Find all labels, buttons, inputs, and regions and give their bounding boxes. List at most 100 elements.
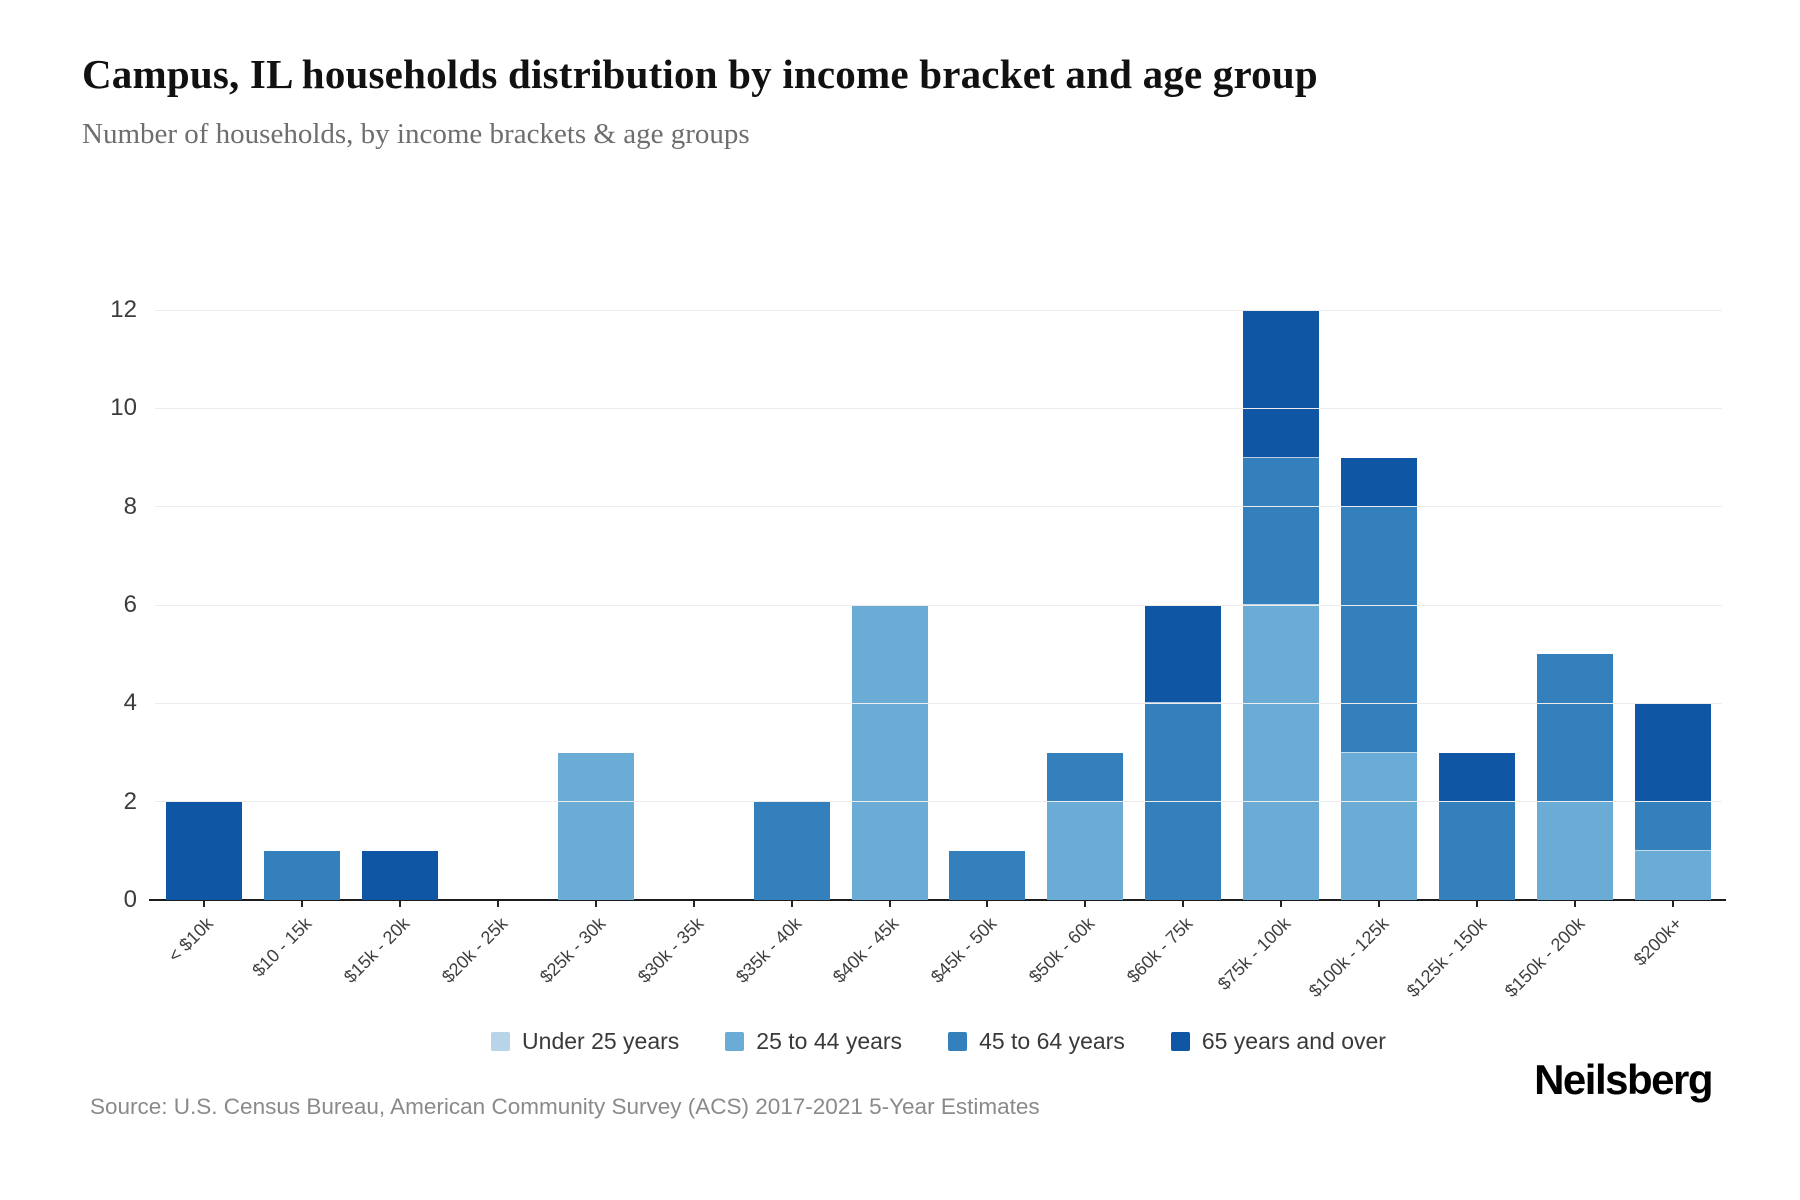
stacked-bar[interactable] [361,850,438,900]
x-axis-tick [1084,900,1087,907]
legend-item[interactable]: Under 25 years [491,1028,679,1055]
x-axis-tick [888,900,891,907]
x-axis-label: $125k - 150k [1402,913,1491,1002]
stacked-bar[interactable] [949,850,1026,900]
bar-segment[interactable] [1537,801,1614,900]
bar-slot: $100k - 125k [1305,310,1428,1001]
x-axis-tick [1182,900,1185,907]
x-axis-label: $50k - 60k [1025,913,1099,987]
bar-segment[interactable] [753,801,830,900]
legend-swatch-icon [948,1032,968,1051]
x-axis-tick [1476,900,1479,907]
x-axis-tick [986,900,989,907]
x-axis-label: $25k - 30k [535,913,610,987]
x-axis-tick [790,900,793,907]
legend-item[interactable]: 65 years and over [1170,1028,1386,1055]
bar-segment[interactable] [1145,605,1222,704]
y-axis-label: 4 [123,689,137,717]
legend-item[interactable]: 45 to 64 years [948,1028,1125,1055]
gridline [155,702,1722,704]
x-axis-label: $15k - 20k [339,913,414,987]
bar-segment[interactable] [949,850,1026,900]
x-axis-line [149,899,1726,901]
stacked-bar[interactable] [1341,457,1418,900]
gridline [155,506,1722,508]
bar-segment[interactable] [1047,752,1124,802]
stacked-bar[interactable] [1145,605,1222,900]
bar-segment[interactable] [1439,752,1516,802]
stacked-bar[interactable] [1243,310,1320,900]
bar-segment[interactable] [1047,801,1124,900]
x-axis-tick [692,900,695,907]
bar-slot: $10 - 15k [248,310,351,981]
x-axis-tick [594,900,597,907]
bars-container: < $10k $10 - 15k $15k - 20k $20k - 25k $25k … [155,310,1722,1001]
x-axis-tick [1280,900,1283,907]
bar-segment[interactable] [1635,703,1712,802]
brand-logo: Neilsberg [1534,1056,1713,1103]
stacked-bar[interactable] [1047,752,1124,900]
x-axis-label: $45k - 50k [927,913,1001,987]
x-axis-label: $30k - 35k [633,913,708,987]
stacked-bar[interactable] [851,605,928,900]
stacked-bar[interactable] [1635,703,1712,900]
x-axis-tick [1574,900,1577,907]
x-axis-label: < $10k [164,913,218,967]
bar-slot: $200k+ [1624,310,1722,970]
gridline [155,801,1722,803]
x-axis-label: $75k - 100k [1214,913,1295,994]
legend-item[interactable]: 25 to 44 years [725,1028,902,1055]
stacked-bar[interactable] [263,850,340,900]
bar-segment[interactable] [1341,457,1418,507]
x-axis-tick [496,900,499,907]
x-axis-label: $200k+ [1630,913,1687,970]
bar-slot: < $10k [155,310,253,966]
stacked-bar[interactable] [753,801,830,900]
stacked-bar[interactable] [165,801,242,900]
x-axis-tick [1378,900,1381,907]
stacked-bar[interactable] [557,752,634,900]
x-axis-tick [202,900,205,907]
bar-segment[interactable] [1635,801,1712,851]
bar-segment[interactable] [1439,801,1516,900]
bar-segment[interactable] [557,752,634,900]
bar-slot: $25k - 30k [536,310,645,987]
bar-slot: $30k - 35k [634,310,743,987]
y-axis-label: 6 [123,591,137,618]
legend-label: 25 to 44 years [756,1028,903,1054]
bar-segment[interactable] [1341,506,1418,753]
bar-segment[interactable] [851,605,928,900]
x-axis-label: $35k - 40k [731,913,806,987]
stacked-bar[interactable] [1439,752,1516,900]
legend-swatch-icon [1170,1032,1190,1051]
y-axis-label: 8 [123,492,137,520]
bar-slot: $45k - 50k [927,310,1037,987]
legend-label: 45 to 64 years [979,1028,1125,1054]
bar-slot: $125k - 150k [1403,310,1526,1001]
bar-segment[interactable] [263,850,340,900]
gridline [155,604,1722,606]
stacked-bar[interactable] [1537,654,1614,900]
x-axis-label: $10 - 15k [248,913,316,981]
bar-segment[interactable] [1243,605,1320,900]
bar-segment[interactable] [1537,654,1614,802]
y-axis-label: 10 [110,394,137,422]
bar-slot: $40k - 45k [829,310,939,987]
bar-segment[interactable] [1341,752,1418,900]
bar-segment[interactable] [1635,850,1712,900]
legend-label: 65 years and over [1201,1028,1386,1054]
y-axis-label: 0 [123,886,137,913]
bar-segment[interactable] [361,850,438,900]
plot-area: < $10k $10 - 15k $15k - 20k $20k - 25k $25k … [110,298,1726,1001]
bar-slot: $50k - 60k [1025,310,1134,987]
x-axis-label: $40k - 45k [829,913,903,987]
bar-slot: $20k - 25k [438,310,547,987]
chart-title: Campus, IL households distribution by in… [82,51,1318,97]
gridline [155,309,1722,311]
bar-segment[interactable] [165,801,242,900]
bar-slot: $15k - 20k [340,310,449,987]
bar-segment[interactable] [1243,457,1320,605]
x-axis-label: $20k - 25k [437,913,512,987]
x-axis-label: $150k - 200k [1500,913,1589,1002]
bar-segment[interactable] [1243,310,1320,458]
